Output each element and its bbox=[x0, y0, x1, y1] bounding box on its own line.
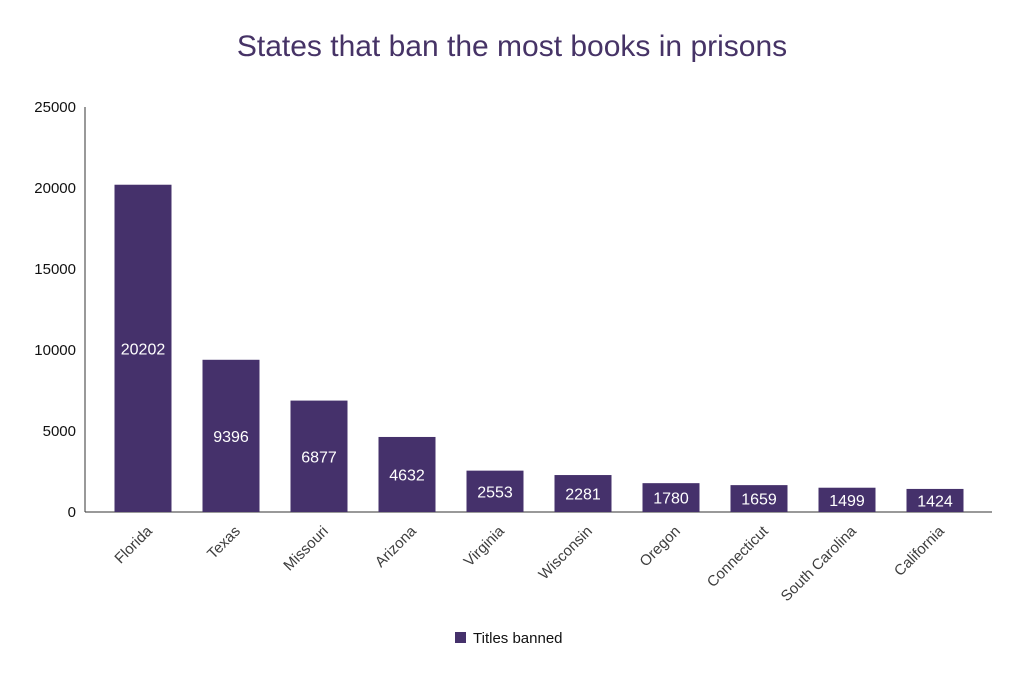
data-label: 20202 bbox=[121, 341, 166, 358]
bar-arizona bbox=[378, 436, 436, 512]
y-tick-label: 5000 bbox=[43, 423, 76, 440]
x-tick-label: Florida bbox=[111, 522, 156, 567]
bar-connecticut bbox=[730, 485, 788, 512]
chart-title: States that ban the most books in prison… bbox=[236, 30, 788, 63]
data-label: 2281 bbox=[565, 487, 601, 504]
bar-wisconsin bbox=[554, 475, 612, 512]
x-tick-label: Connecticut bbox=[704, 522, 773, 591]
bar-texas bbox=[202, 359, 260, 512]
data-label: 1659 bbox=[741, 492, 777, 509]
x-tick-label: South Carolina bbox=[778, 522, 861, 605]
bar-missouri bbox=[290, 400, 348, 512]
legend-label: Titles banned bbox=[473, 630, 563, 647]
data-label: 6877 bbox=[301, 449, 337, 466]
y-tick-label: 10000 bbox=[34, 342, 76, 359]
bar-south-carolina bbox=[818, 487, 876, 512]
x-tick-label: Missouri bbox=[280, 523, 332, 575]
x-tick-label: California bbox=[891, 522, 948, 579]
data-label: 4632 bbox=[389, 467, 425, 484]
x-tick-label: Arizona bbox=[372, 522, 420, 570]
x-tick-label: Virginia bbox=[461, 522, 509, 570]
x-tick-label: Oregon bbox=[636, 523, 683, 570]
y-tick-label: 0 bbox=[68, 504, 76, 521]
data-label: 9396 bbox=[213, 429, 249, 446]
legend-swatch bbox=[455, 632, 466, 643]
bar-oregon bbox=[642, 483, 700, 512]
data-label: 1780 bbox=[653, 491, 689, 508]
bar-california bbox=[906, 488, 964, 512]
y-tick-label: 25000 bbox=[34, 99, 76, 116]
y-tick-label: 15000 bbox=[34, 261, 76, 278]
data-label: 2553 bbox=[477, 484, 513, 501]
x-tick-label: Wisconsin bbox=[535, 523, 595, 583]
data-label: 1424 bbox=[917, 493, 953, 510]
bar-florida bbox=[114, 184, 172, 512]
data-label: 1499 bbox=[829, 493, 865, 510]
bar-virginia bbox=[466, 470, 524, 512]
y-tick-label: 20000 bbox=[34, 180, 76, 197]
x-tick-label: Texas bbox=[204, 523, 244, 563]
